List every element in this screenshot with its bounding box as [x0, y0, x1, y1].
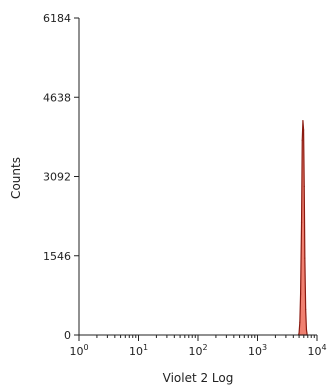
x-tick-label-exponent: 4 [321, 343, 326, 352]
histogram-bin-point [299, 321, 301, 323]
x-tick-label-exponent: 1 [143, 343, 148, 352]
y-tick-label: 4638 [43, 91, 71, 104]
y-tick-label: 0 [64, 329, 71, 342]
histogram-bin-point [302, 129, 305, 131]
y-tick-label: 6184 [43, 12, 71, 25]
histogram-bin-point [305, 308, 307, 310]
x-tick-label-base: 10 [307, 345, 321, 358]
histogram-area [297, 120, 308, 336]
x-tick-label-exponent: 0 [83, 343, 88, 352]
y-tick-label: 3092 [43, 171, 71, 184]
histogram-bin-point [305, 329, 308, 331]
x-tick-label: 100 [69, 343, 88, 358]
x-tick-label-exponent: 2 [202, 343, 207, 352]
x-tick-label: 103 [248, 343, 267, 358]
histogram-bin-point [300, 221, 303, 223]
x-tick-label-base: 10 [248, 345, 262, 358]
x-tick-label: 101 [129, 343, 148, 358]
y-axis-label: Counts [9, 157, 23, 199]
histogram-bin-point [303, 185, 305, 187]
histogram-bin-point [301, 139, 303, 141]
y-tick-label: 1546 [43, 250, 71, 263]
x-tick-label: 104 [307, 343, 326, 358]
x-tick-label-base: 10 [188, 345, 202, 358]
histogram-bin-point [299, 293, 302, 295]
histogram-bin-point [302, 120, 304, 122]
series-group [297, 120, 308, 336]
x-tick-label-exponent: 3 [262, 343, 267, 352]
x-tick-label-base: 10 [129, 345, 143, 358]
x-tick-label-base: 10 [69, 345, 83, 358]
x-tick-label: 102 [188, 343, 207, 358]
x-axis-label: Violet 2 Log [163, 371, 234, 385]
histogram-bin-point [304, 257, 306, 259]
histogram-bin-point [298, 332, 300, 334]
